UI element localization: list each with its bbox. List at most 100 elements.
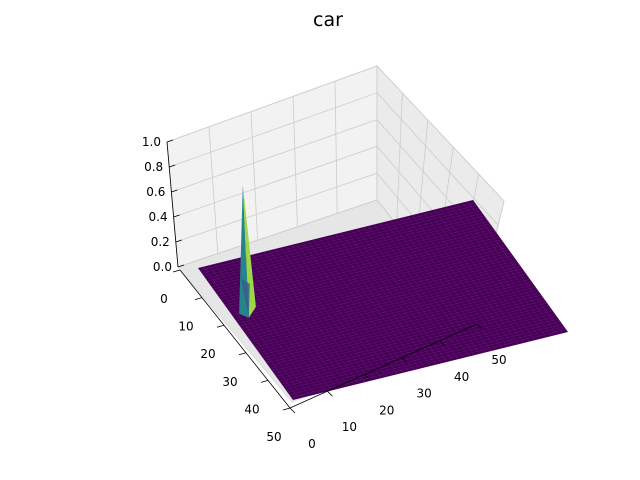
x-tick-label: 50	[491, 353, 506, 367]
surface-mesh-line	[264, 292, 540, 361]
y-tick-label: 50	[266, 430, 281, 444]
x-ticks: 0 10 20 30 40 50	[289, 323, 507, 451]
surface-mesh-line	[461, 202, 558, 335]
x-tick-label: 10	[342, 420, 357, 434]
surface-mesh-line	[254, 279, 531, 348]
x-tick-mark	[401, 357, 408, 363]
peak-face-right	[242, 184, 256, 318]
z-ticks: 0.0 0.2 0.4 0.6 0.8 1.0	[142, 135, 185, 274]
x-tick-mark	[476, 323, 483, 330]
y-tick-mark	[260, 380, 269, 383]
x-tick-mark	[327, 390, 333, 397]
y-ticks: 0 10 20 30 40 50	[160, 269, 291, 444]
y-tick-mark	[282, 407, 291, 411]
surface-mesh-line	[283, 318, 559, 387]
surface-mesh-line	[445, 206, 541, 339]
surface-mesh-line	[287, 323, 563, 393]
x-tick-mark	[289, 407, 296, 414]
surface-mesh-line	[351, 229, 448, 363]
y-tick-label: 30	[222, 375, 237, 389]
y-tick-label: 10	[178, 320, 193, 334]
surface-mesh-line	[340, 232, 437, 365]
surface-mesh-line	[291, 329, 567, 398]
surface-mesh-line	[456, 203, 552, 337]
surface-mesh-line	[428, 210, 525, 343]
surface-mesh-line	[275, 308, 551, 377]
z-tick-mark	[171, 189, 178, 193]
x-tick-label: 30	[417, 387, 432, 401]
gridline-z-level	[166, 65, 505, 202]
z-tick-label: 1.0	[142, 135, 161, 149]
x-tick-label: 0	[308, 437, 316, 451]
surface-mesh-line	[434, 209, 530, 342]
z-tick-mark	[173, 214, 180, 218]
y-tick-mark	[238, 352, 247, 356]
surface-mesh-line	[272, 302, 548, 372]
z-tick-label: 0.8	[144, 160, 163, 174]
peak-face-lower	[240, 278, 250, 318]
z-tick-label: 0.0	[153, 260, 172, 274]
gridline-left-v	[292, 96, 298, 227]
surface-mesh-line	[439, 208, 536, 341]
surface-mesh-line	[253, 276, 529, 345]
surface	[198, 200, 568, 400]
chart-title: car	[313, 9, 343, 31]
y-tick-mark	[216, 324, 225, 328]
x-tick-label: 40	[454, 370, 469, 384]
surface-mesh-line	[249, 271, 525, 340]
surface-mesh-line	[260, 286, 536, 356]
z-tick-label: 0.2	[151, 235, 170, 249]
y-tick-mark	[194, 297, 203, 300]
surface-mesh-line	[346, 231, 442, 364]
z-tick-label: 0.6	[146, 185, 165, 199]
surface-mesh-line	[379, 223, 475, 356]
gridline-left-v	[250, 111, 258, 241]
surface-mesh-line	[245, 265, 521, 335]
y-axis-line	[179, 269, 291, 409]
x-axis-line	[289, 323, 478, 409]
gridline-left-v	[208, 126, 219, 254]
surface-mesh-line	[450, 205, 547, 338]
peak	[239, 184, 256, 318]
surface-mesh-line	[412, 214, 508, 348]
surface-mesh-line	[417, 213, 514, 346]
surface-mesh-line	[368, 225, 464, 358]
surface-mesh-line	[273, 305, 550, 374]
surface-mesh-line	[289, 326, 565, 395]
surface-mesh-line	[268, 297, 544, 366]
surface-mesh-line	[395, 218, 492, 352]
gridline-right-v	[396, 92, 403, 225]
surface-mesh-line	[258, 284, 534, 353]
surface-mesh-line	[277, 310, 553, 380]
surface-mesh-line	[357, 228, 453, 361]
z-tick-mark	[169, 164, 176, 168]
surface-mesh-line	[384, 221, 481, 354]
surface-mesh-line	[256, 281, 532, 351]
x-tick-mark	[439, 340, 445, 347]
axes	[166, 141, 478, 409]
surface-mesh-line	[270, 300, 546, 369]
surface-mesh-line	[285, 321, 561, 390]
gridline-left-v	[334, 81, 338, 214]
surface-mesh-line	[251, 273, 527, 343]
surface-mesh-line	[279, 313, 555, 382]
peak-face-top	[242, 184, 252, 303]
z-axis-line	[166, 141, 179, 268]
surface-mesh-line	[467, 201, 563, 334]
y-tick-label: 40	[244, 402, 259, 416]
y-tick-label: 20	[200, 347, 215, 361]
y-tick-label: 0	[160, 292, 168, 306]
z-tick-mark	[166, 139, 174, 143]
x-tick-mark	[364, 374, 371, 380]
surface-mesh-line	[406, 216, 503, 349]
surface-mesh-line	[390, 220, 486, 353]
surface-mesh-line	[262, 289, 538, 358]
surface-mesh-line	[247, 268, 523, 337]
z-tick-label: 0.4	[149, 210, 168, 224]
x-tick-label: 20	[379, 403, 394, 417]
z-tick-mark	[175, 239, 182, 243]
surface-mesh-line	[423, 212, 519, 345]
y-tick-mark	[172, 269, 181, 273]
surface-mesh-line	[266, 294, 542, 364]
